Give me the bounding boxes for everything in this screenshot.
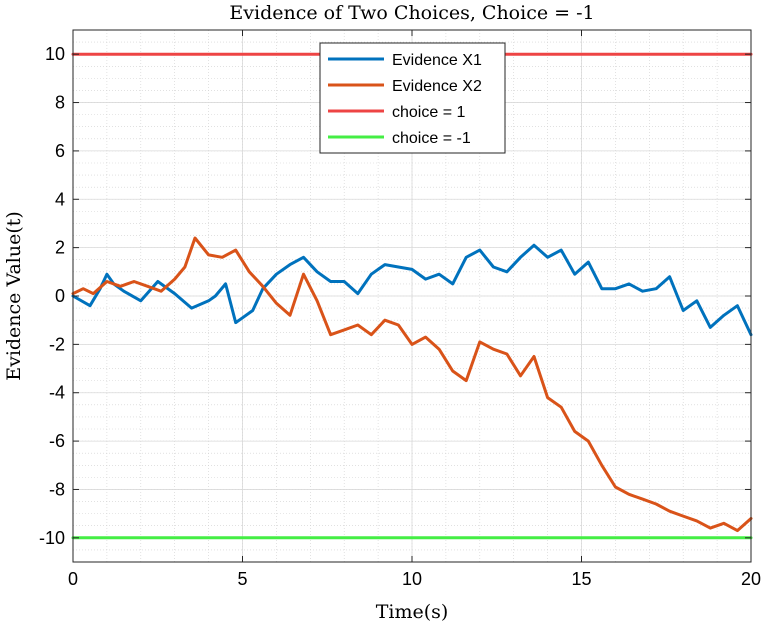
x-tick-label: 15 <box>571 569 591 589</box>
y-tick-label: 2 <box>55 238 65 258</box>
y-axis-ticks: -10 -8 -6 -4 -2 0 2 4 6 8 10 <box>39 44 751 548</box>
y-tick-label: 6 <box>55 141 65 161</box>
y-tick-label: -8 <box>49 479 65 499</box>
y-tick-label: -10 <box>39 528 65 548</box>
legend-entry-evidence-x1: Evidence X1 <box>392 52 482 69</box>
y-axis-label: Evidence Value(t) <box>3 211 25 381</box>
legend-entry-choice-1: choice = -1 <box>392 130 471 147</box>
legend-entry-evidence-x2: Evidence X2 <box>392 78 482 95</box>
y-tick-label: -6 <box>49 431 65 451</box>
y-tick-label: 10 <box>45 44 65 64</box>
x-tick-label: 10 <box>402 569 422 589</box>
x-tick-label: 0 <box>68 569 78 589</box>
legend: Evidence X1 Evidence X2 choice = 1 choice =… <box>319 42 506 154</box>
series-line-evidence-x2 <box>71 236 753 533</box>
y-tick-label: 4 <box>55 189 65 209</box>
x-tick-label: 20 <box>741 569 761 589</box>
x-axis-label: Time(s) <box>376 601 449 623</box>
x-axis-ticks: 0 5 10 15 20 <box>68 30 761 589</box>
x-tick-label: 5 <box>237 569 247 589</box>
series-line-evidence-x1 <box>71 243 753 337</box>
y-tick-label: -4 <box>49 383 65 403</box>
y-tick-label: -2 <box>49 334 65 354</box>
y-tick-label: 8 <box>55 93 65 113</box>
y-tick-label: 0 <box>55 286 65 306</box>
legend-entry-choice-1: choice = 1 <box>392 104 465 121</box>
legend-box <box>319 42 506 154</box>
chart-title: Evidence of Two Choices, Choice = -1 <box>229 2 594 24</box>
